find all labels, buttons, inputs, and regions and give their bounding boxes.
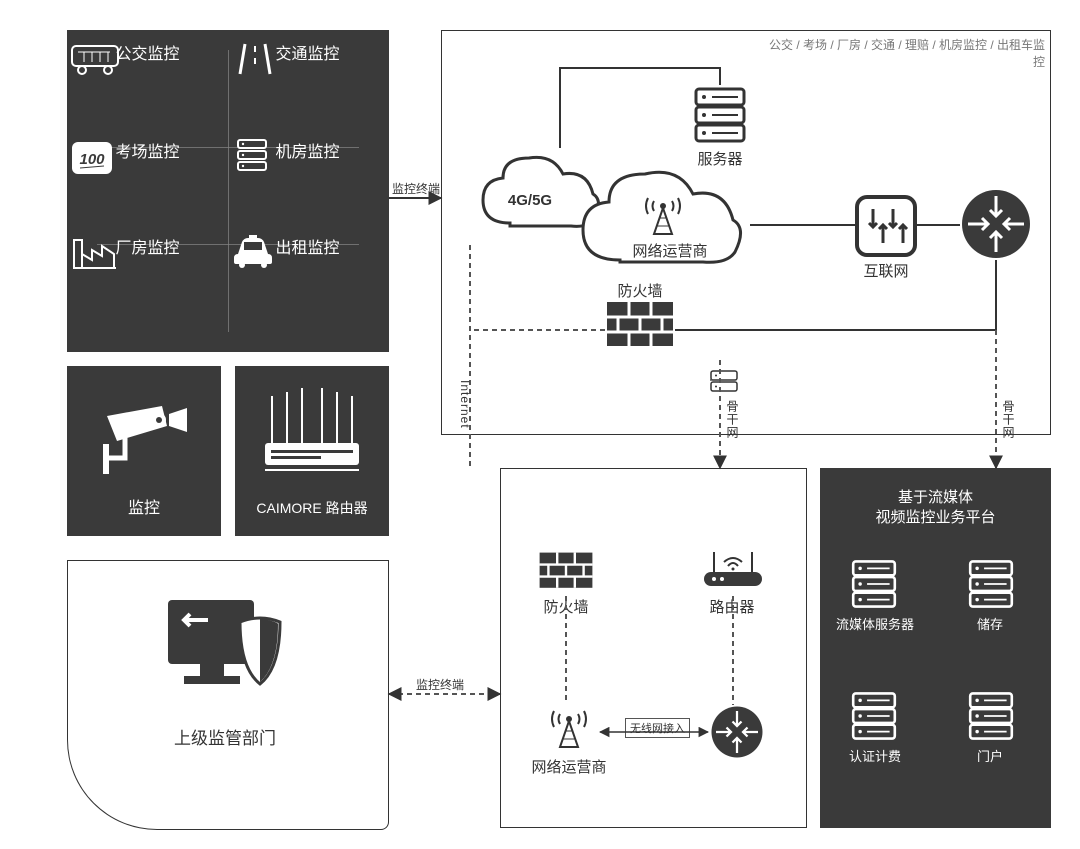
- edge-layer: [0, 0, 1080, 849]
- edge-label-grid-to-upper: 监控终端: [392, 180, 440, 197]
- edge-label-internet: Internet: [458, 380, 472, 429]
- edge-label-backbone-2: 骨干网: [1000, 400, 1017, 439]
- edge-label-backbone-1: 骨干网: [724, 400, 741, 439]
- edge-label-supervisor: 监控终端: [416, 676, 464, 693]
